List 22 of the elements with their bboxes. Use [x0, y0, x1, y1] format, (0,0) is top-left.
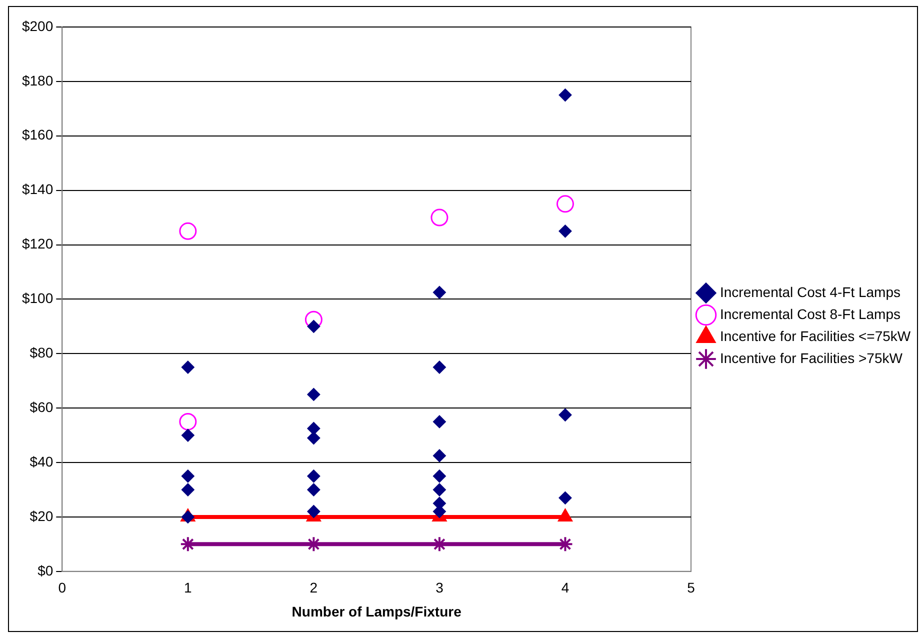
y-tick-label: $60: [30, 398, 54, 415]
y-tick-label: $160: [22, 126, 54, 143]
y-tick-label: $200: [22, 18, 54, 34]
x-tick-label: 5: [687, 580, 696, 596]
y-tick-label: $100: [22, 290, 54, 306]
y-tick-label: $120: [22, 236, 54, 252]
legend-label: Incentive for Facilities <=75kW: [720, 328, 912, 344]
y-tick-label: $140: [22, 181, 54, 198]
legend-label: Incentive for Facilities >75kW: [720, 350, 904, 366]
y-tick-label: $20: [30, 508, 54, 524]
y-tick-label: $0: [38, 562, 54, 578]
x-tick-label: 4: [561, 580, 570, 596]
y-tick-label: $40: [30, 453, 54, 470]
x-tick-label: 2: [310, 580, 318, 596]
x-tick-label: 1: [184, 580, 192, 596]
x-tick-label: 3: [436, 580, 444, 596]
legend-label: Incremental Cost 4-Ft Lamps: [720, 284, 901, 300]
legend-label: Incremental Cost 8-Ft Lamps: [720, 306, 901, 322]
y-tick-label: $180: [22, 72, 54, 88]
x-axis-title: Number of Lamps/Fixture: [292, 603, 462, 620]
x-tick-label: 0: [58, 580, 66, 596]
y-tick-label: $80: [30, 344, 54, 360]
